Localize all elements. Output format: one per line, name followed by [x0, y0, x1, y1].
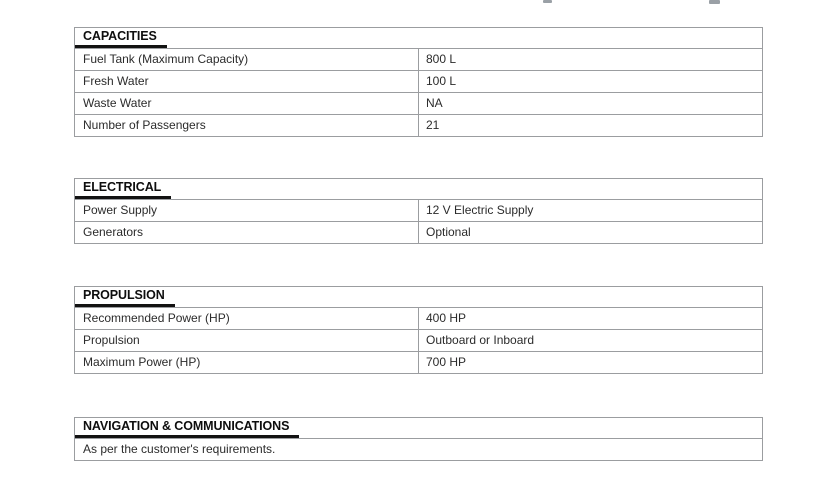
row-label: As per the customer's requirements.	[83, 442, 276, 456]
row-value: 100 L	[426, 74, 457, 88]
capacities-table: CAPACITIES Fuel Tank (Maximum Capacity) …	[74, 27, 763, 137]
table-title: ELECTRICAL	[75, 178, 172, 199]
capacities-header: CAPACITIES	[75, 28, 762, 48]
navigation-communications-table: NAVIGATION & COMMUNICATIONS As per the c…	[74, 417, 763, 461]
table-row: Maximum Power (HP) 700 HP	[75, 351, 762, 373]
row-label: Waste Water	[75, 93, 419, 114]
table-row: Recommended Power (HP) 400 HP	[75, 307, 762, 329]
row-label: Propulsion	[75, 330, 419, 351]
row-value: 400 HP	[426, 311, 467, 325]
table-row: As per the customer's requirements.	[75, 438, 762, 460]
row-value: 12 V Electric Supply	[426, 203, 534, 217]
row-label: Power Supply	[75, 200, 419, 221]
navigation-communications-header: NAVIGATION & COMMUNICATIONS	[75, 418, 762, 438]
table-row: Power Supply 12 V Electric Supply	[75, 199, 762, 221]
row-value: NA	[426, 96, 443, 110]
row-label: Fuel Tank (Maximum Capacity)	[75, 49, 419, 70]
electrical-table: ELECTRICAL Power Supply 12 V Electric Su…	[74, 178, 763, 244]
table-row: Fuel Tank (Maximum Capacity) 800 L	[75, 48, 762, 70]
electrical-header: ELECTRICAL	[75, 179, 762, 199]
row-value: Optional	[426, 225, 471, 239]
row-value: Outboard or Inboard	[426, 333, 535, 347]
row-label: Maximum Power (HP)	[75, 352, 419, 373]
propulsion-table: PROPULSION Recommended Power (HP) 400 HP…	[74, 286, 763, 374]
row-label: Number of Passengers	[75, 115, 419, 136]
propulsion-header: PROPULSION	[75, 287, 762, 307]
row-value: 800 L	[426, 52, 457, 66]
table-row: Number of Passengers 21	[75, 114, 762, 136]
table-row: Propulsion Outboard or Inboard	[75, 329, 762, 351]
row-label: Recommended Power (HP)	[75, 308, 419, 329]
table-row: Generators Optional	[75, 221, 762, 243]
table-row: Fresh Water 100 L	[75, 70, 762, 92]
table-title: PROPULSION	[75, 286, 175, 307]
table-title: NAVIGATION & COMMUNICATIONS	[75, 417, 300, 438]
row-label: Fresh Water	[75, 71, 419, 92]
row-value: 700 HP	[426, 355, 467, 369]
table-title: CAPACITIES	[75, 27, 167, 48]
table-row: Waste Water NA	[75, 92, 762, 114]
row-value: 21	[426, 118, 440, 132]
row-label: Generators	[75, 222, 419, 243]
cropped-text-artifact	[709, 0, 720, 4]
cropped-text-artifact	[543, 0, 552, 3]
